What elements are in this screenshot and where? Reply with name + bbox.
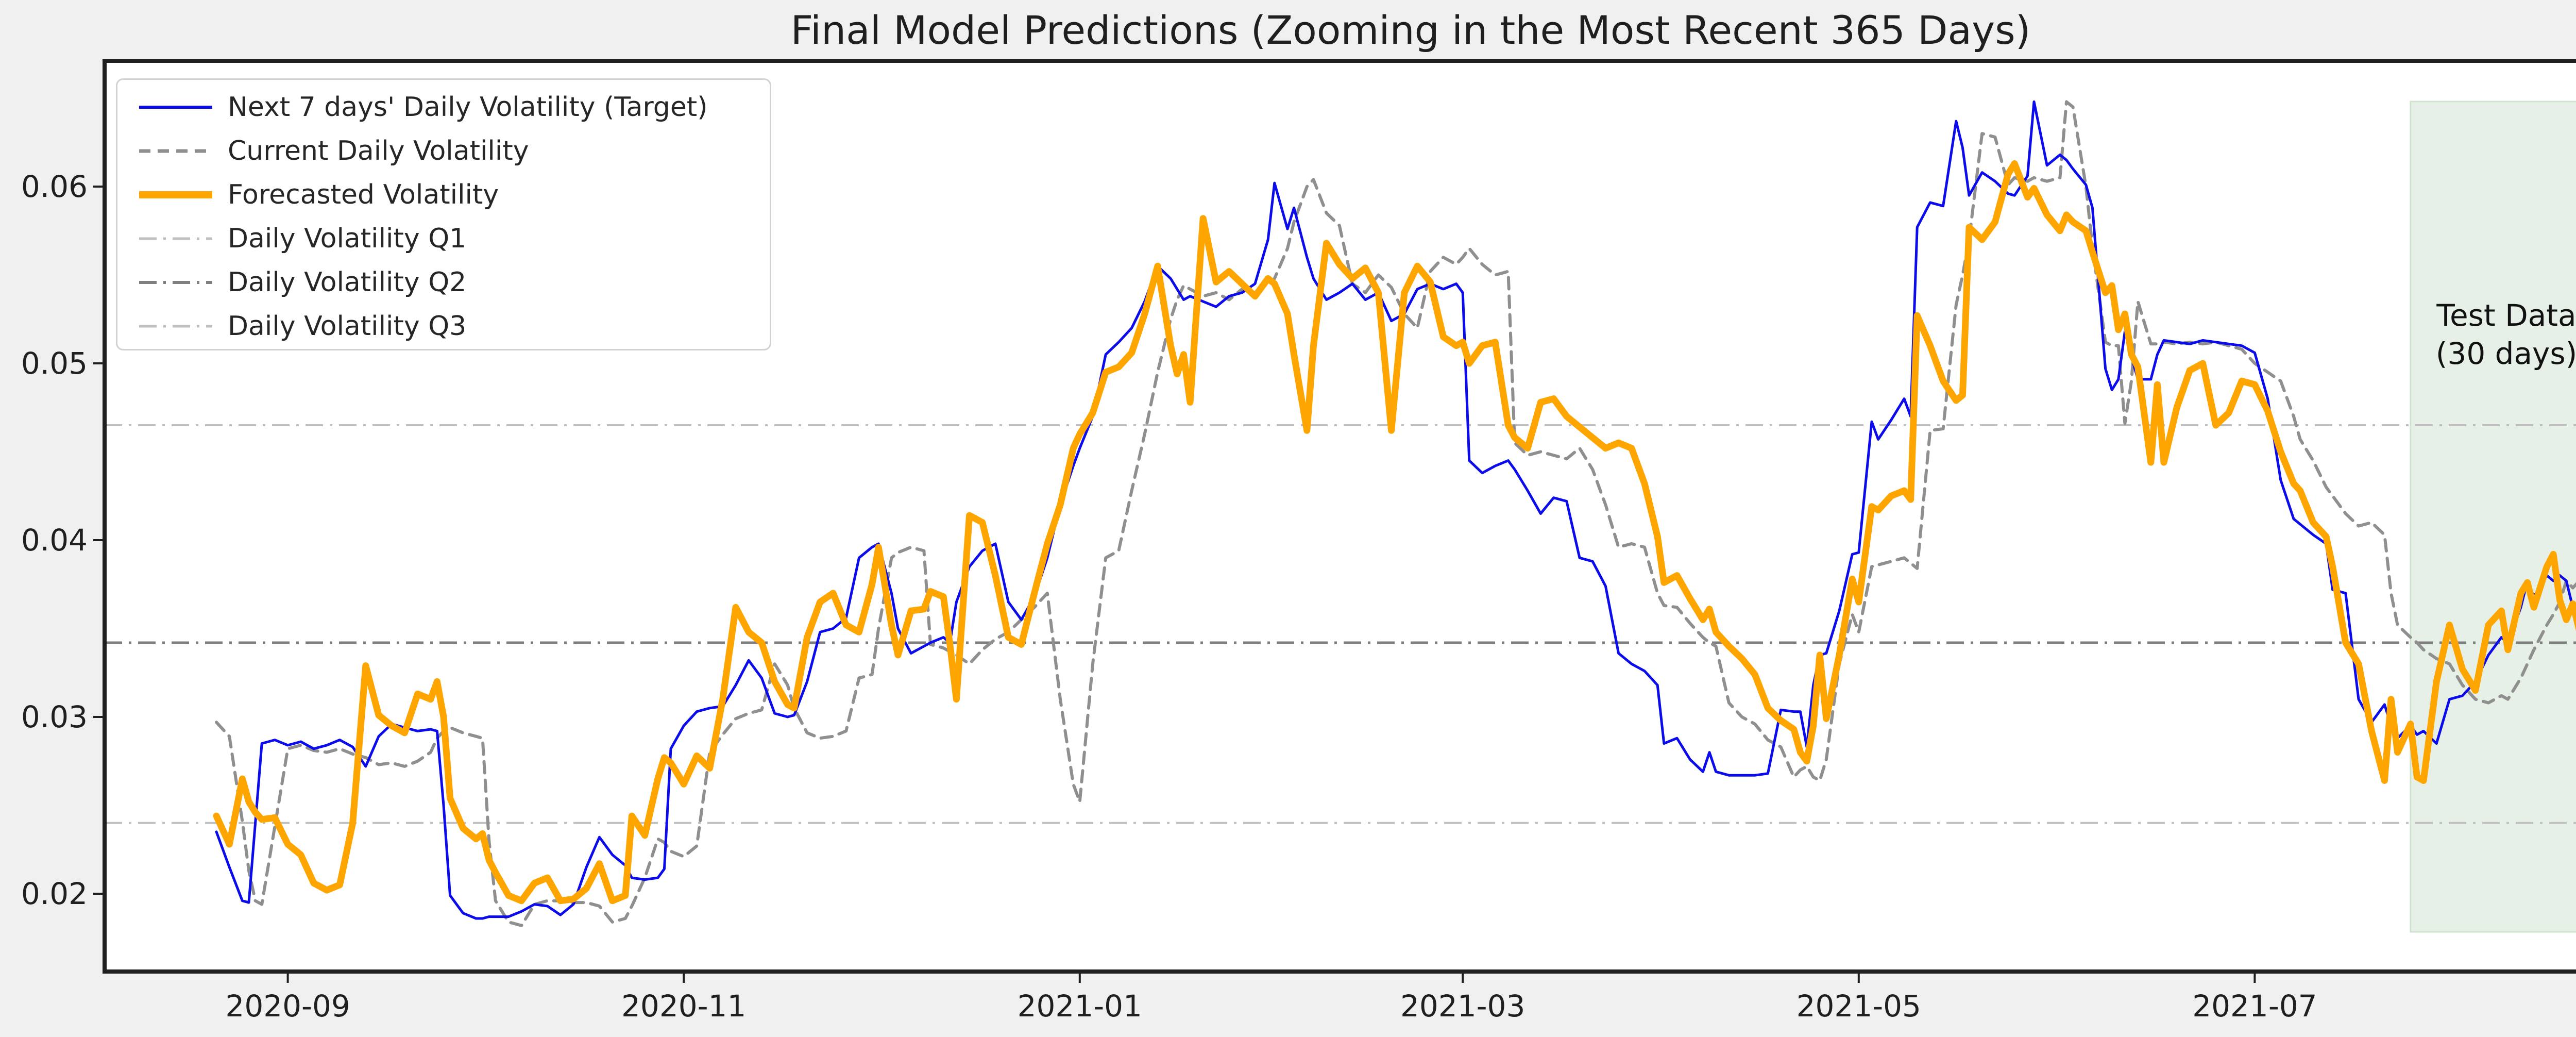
y-tick-label: 0.03	[21, 699, 88, 734]
y-tick-label: 0.02	[21, 876, 88, 911]
legend-item-label: Daily Volatility Q3	[228, 310, 467, 342]
legend-line-swatch-icon	[139, 325, 212, 327]
x-tick-label: 2020-09	[225, 989, 350, 1024]
legend-item: Daily Volatility Q3	[117, 304, 770, 348]
y-tick-label: 0.04	[21, 523, 88, 558]
test-region-annotation: Test Data (30 days)	[2411, 296, 2576, 373]
x-tick-label: 2021-03	[1400, 989, 1526, 1024]
legend-item: Next 7 days' Daily Volatility (Target)	[117, 85, 770, 129]
chart-title: Final Model Predictions (Zooming in the …	[790, 7, 2031, 53]
x-tick-label: 2021-01	[1017, 989, 1142, 1024]
legend-line-swatch-icon	[139, 237, 212, 240]
legend: Next 7 days' Daily Volatility (Target) Cu…	[116, 78, 771, 350]
test-region-annotation-line2: (30 days)	[2435, 336, 2576, 371]
x-tick-label: 2020-11	[621, 989, 747, 1024]
legend-item-label: Forecasted Volatility	[228, 179, 499, 210]
y-tick-label: 0.05	[21, 346, 88, 381]
legend-item: Daily Volatility Q1	[117, 216, 770, 260]
legend-line-swatch-icon	[139, 280, 212, 284]
legend-item: Forecasted Volatility	[117, 173, 770, 216]
legend-item: Daily Volatility Q2	[117, 260, 770, 304]
legend-item-label: Daily Volatility Q1	[228, 223, 467, 254]
legend-line-swatch-icon	[139, 105, 212, 109]
x-tick-label: 2021-05	[1796, 989, 1921, 1024]
test-region-annotation-line1: Test Data	[2436, 298, 2576, 333]
y-tick-label: 0.06	[21, 169, 88, 204]
series-line-2	[213, 160, 2576, 905]
legend-line-swatch-icon	[139, 149, 212, 153]
legend-item: Current Daily Volatility	[117, 129, 770, 173]
test-region	[2410, 101, 2576, 933]
x-tick-label: 2021-07	[2192, 989, 2317, 1024]
legend-item-label: Daily Volatility Q2	[228, 266, 467, 298]
axes-spines	[103, 59, 2576, 974]
legend-line-swatch-icon	[139, 191, 212, 198]
legend-item-label: Next 7 days' Daily Volatility (Target)	[228, 91, 708, 123]
legend-item-label: Current Daily Volatility	[228, 135, 529, 166]
